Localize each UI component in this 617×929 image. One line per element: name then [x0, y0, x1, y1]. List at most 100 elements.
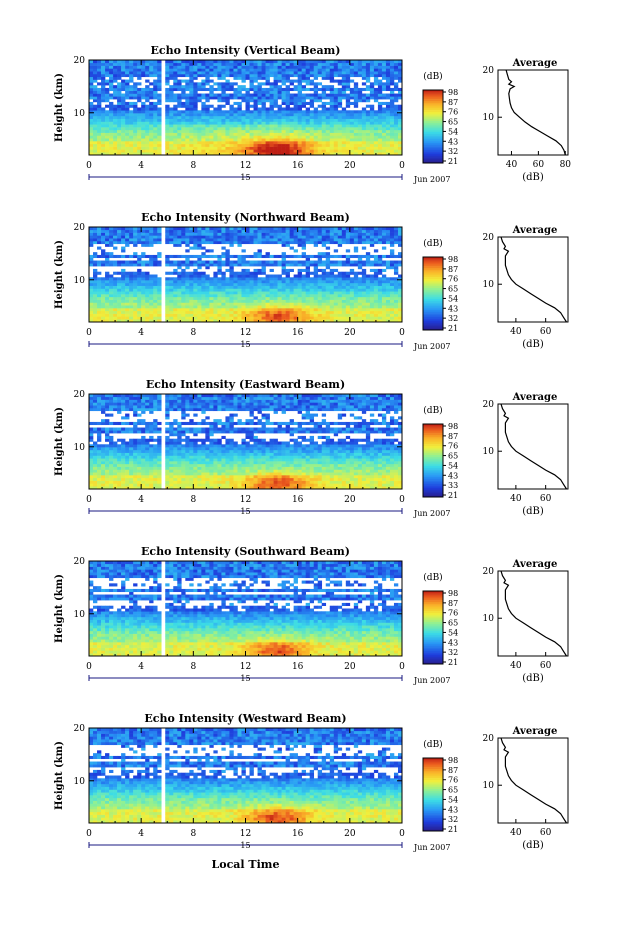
heatmap-cell	[229, 308, 234, 312]
heatmap-cell	[301, 71, 306, 75]
heatmap-cell	[345, 73, 351, 78]
heatmap-cell	[121, 118, 126, 122]
heatmap-cell	[101, 282, 106, 286]
heatmap-cell	[101, 93, 106, 97]
heatmap-cell	[369, 229, 375, 233]
heatmap-cell	[185, 302, 190, 306]
heatmap-cell	[353, 274, 359, 278]
heatmap-cell	[133, 90, 138, 94]
heatmap-cell	[349, 149, 355, 153]
heatmap-cell	[105, 232, 110, 236]
heatmap-cell	[173, 282, 178, 286]
heatmap-cell	[125, 107, 130, 111]
heatmap-cell	[257, 65, 262, 69]
heatmap-cell	[185, 313, 190, 317]
heatmap-cell	[373, 260, 379, 264]
heatmap-cell	[249, 138, 254, 142]
heatmap-cell	[313, 277, 319, 281]
heatmap-cell	[93, 396, 98, 400]
heatmap-cell	[289, 60, 294, 64]
heatmap-cell	[237, 305, 242, 309]
heatmap-cell	[125, 149, 130, 153]
heatmap-cell	[237, 127, 242, 131]
heatmap-cell	[317, 152, 323, 156]
heatmap-cell	[325, 121, 331, 125]
heatmap-cell	[193, 274, 198, 278]
heatmap-cell	[209, 135, 214, 139]
colorbar-frame	[422, 256, 444, 331]
heatmap-cell	[397, 141, 403, 145]
heatmap-cell	[221, 82, 226, 86]
heatmap-cell	[145, 127, 150, 131]
heatmap-cell	[321, 282, 327, 286]
heatmap-cell	[193, 308, 198, 312]
heatmap-cell	[153, 240, 158, 245]
heatmap-cell	[253, 274, 258, 278]
heatmap-cell	[381, 93, 387, 97]
heatmap-cell	[213, 227, 218, 231]
heatmap-cell	[221, 93, 226, 97]
heatmap-cell	[225, 302, 230, 306]
heatmap-cell	[113, 305, 118, 309]
heatmap-cell	[245, 71, 250, 75]
heatmap-cell	[145, 96, 150, 100]
heatmap-cell	[337, 152, 343, 156]
heatmap-cell	[157, 149, 162, 153]
heatmap-cell	[269, 90, 274, 94]
colorbar-swatch	[423, 155, 443, 158]
heatmap-cell	[241, 71, 246, 75]
heatmap-cell	[157, 252, 162, 256]
heatmap-cell	[129, 129, 134, 133]
heatmap-cell	[213, 152, 218, 156]
heatmap-cell	[217, 296, 222, 300]
heatmap-cell	[101, 229, 106, 233]
heatmap-cell	[273, 285, 278, 289]
heatmap-cell	[297, 152, 302, 156]
heatmap-cell	[177, 294, 182, 298]
heatmap-cell	[373, 138, 379, 142]
heatmap-cell	[113, 104, 118, 108]
heatmap-cell	[377, 135, 383, 139]
heatmap-cell	[109, 85, 114, 89]
profile-x-tick-label: 60	[540, 327, 552, 337]
heatmap-cell	[93, 291, 98, 295]
heatmap-cell	[193, 229, 198, 233]
heatmap-cell	[229, 296, 234, 300]
heatmap-cell	[209, 313, 214, 317]
heatmap-cell	[293, 85, 298, 89]
heatmap-cell	[121, 294, 126, 298]
heatmap-cell	[289, 118, 294, 122]
heatmap-cell	[277, 310, 282, 314]
heatmap-cell	[201, 87, 206, 92]
heatmap-cell	[233, 82, 238, 86]
heatmap-cell	[357, 71, 363, 75]
heatmap-cell	[281, 121, 286, 125]
heatmap-cell	[109, 260, 114, 264]
heatmap-cell	[329, 71, 335, 75]
heatmap-cell	[125, 308, 130, 312]
heatmap-cell	[217, 288, 222, 292]
heatmap-cell	[265, 76, 270, 80]
heatmap-cell	[325, 76, 331, 80]
heatmap-cell	[277, 149, 282, 153]
heatmap-cell	[93, 449, 98, 453]
heatmap-cell	[229, 132, 234, 136]
heatmap-cell	[121, 291, 126, 295]
heatmap-cell	[205, 316, 210, 320]
heatmap-cell	[337, 271, 343, 275]
heatmap-cell	[301, 110, 306, 114]
heatmap-cell	[269, 294, 274, 298]
heatmap-cell	[349, 308, 355, 312]
colorbar-swatch	[423, 326, 443, 329]
heatmap-cell	[93, 113, 98, 117]
heatmap-cell	[389, 319, 395, 323]
heatmap-cell	[349, 87, 355, 92]
heatmap-cell	[213, 96, 218, 100]
profile-x-tick-label: 80	[560, 160, 572, 170]
heatmap-cell	[249, 319, 254, 323]
heatmap-cell	[321, 115, 327, 119]
heatmap-cell	[357, 313, 363, 317]
heatmap-cell	[385, 141, 391, 145]
heatmap-cell	[361, 302, 367, 306]
heatmap-cell	[225, 127, 230, 131]
